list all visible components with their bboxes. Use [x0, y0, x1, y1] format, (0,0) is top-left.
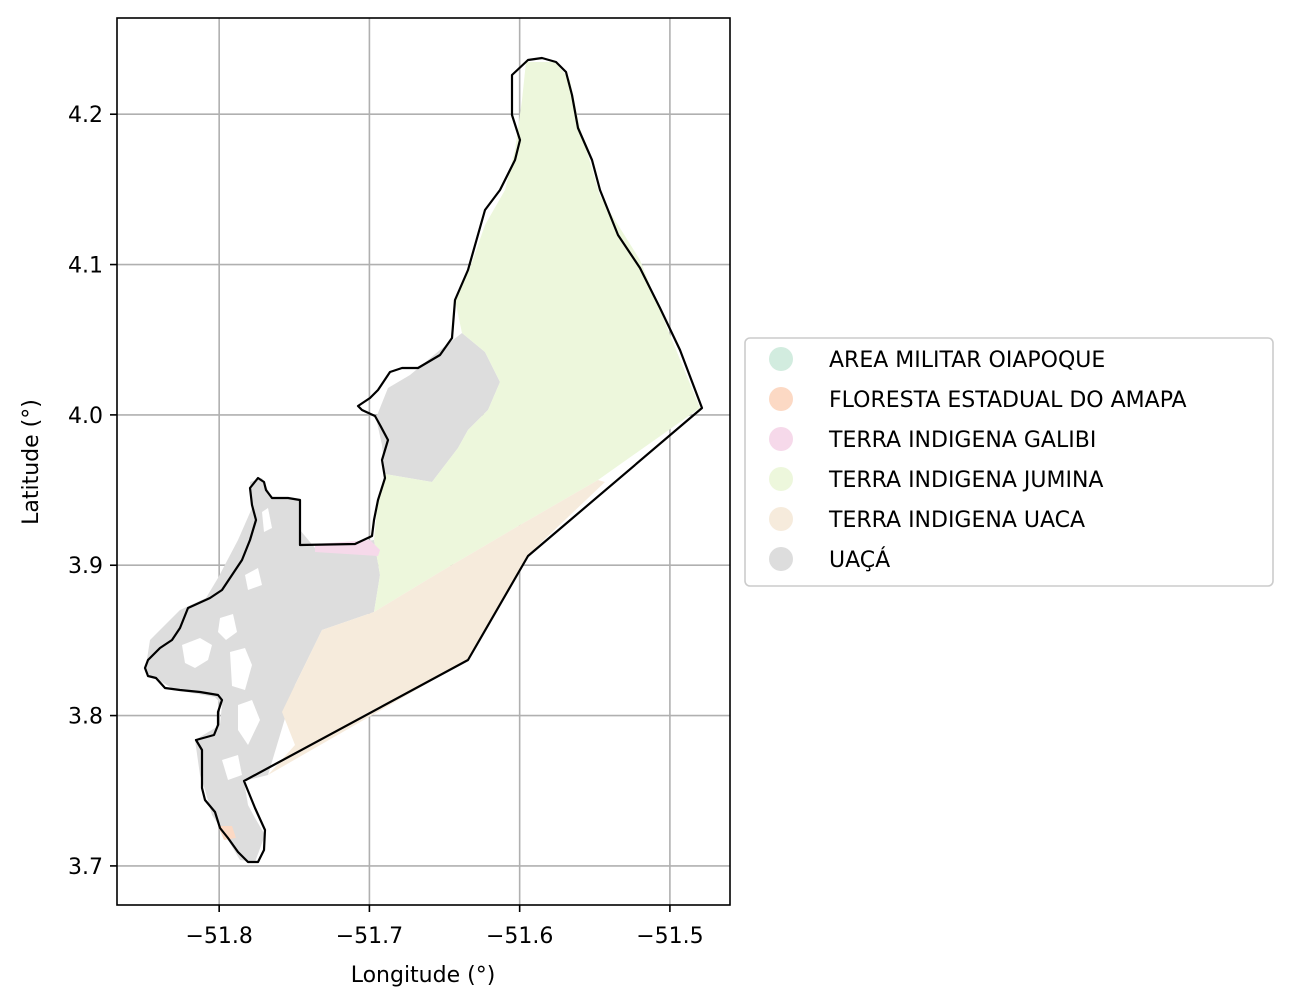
region-terra-indigena-jumina	[374, 62, 700, 612]
y-tick-label: 3.7	[68, 855, 103, 880]
region-terra-indigena-uaca	[268, 480, 605, 775]
gap-shape	[245, 568, 262, 590]
x-axis-label: Longitude (°)	[351, 963, 496, 988]
boundary-outline	[143, 56, 704, 864]
legend-marker	[769, 507, 793, 531]
legend-marker	[769, 387, 793, 411]
x-tick-label: −51.8	[185, 924, 252, 949]
gap-shape	[182, 638, 212, 668]
gap-shape	[238, 700, 260, 745]
y-tick-label: 4.1	[68, 254, 103, 279]
legend-marker	[769, 347, 793, 371]
gap-shape	[230, 648, 252, 690]
region-uaca-municipality	[145, 333, 500, 862]
uaca-gaps	[182, 508, 272, 780]
legend-label: TERRA INDIGENA GALIBI	[828, 428, 1096, 453]
legend-label: TERRA INDIGENA UACA	[828, 508, 1085, 533]
legend-marker	[769, 427, 793, 451]
y-tick-label: 3.8	[68, 705, 103, 730]
x-tick-label: −51.5	[636, 924, 703, 949]
x-axis-ticks: −51.8 −51.7 −51.6 −51.5	[185, 905, 704, 949]
uaca-north-fill	[376, 333, 500, 482]
axes-frame	[116, 17, 731, 906]
x-tick-label: −51.7	[336, 924, 403, 949]
legend-items: AREA MILITAR OIAPOQUE FLORESTA ESTADUAL D…	[769, 347, 1187, 573]
legend-label: TERRA INDIGENA JUMINA	[828, 468, 1103, 493]
y-axis-ticks: 3.7 3.8 3.9 4.0 4.1 4.2	[68, 103, 117, 880]
legend-label: FLORESTA ESTADUAL DO AMAPA	[829, 388, 1187, 413]
legend-marker	[769, 547, 793, 571]
y-tick-label: 4.0	[68, 404, 103, 429]
gap-shape	[262, 508, 272, 532]
y-tick-label: 4.2	[68, 103, 103, 128]
legend-frame	[744, 337, 1274, 587]
legend-marker	[769, 467, 793, 491]
gap-shape	[218, 614, 237, 640]
legend-label: AREA MILITAR OIAPOQUE	[829, 348, 1105, 373]
gap-shape	[222, 755, 242, 780]
legend: AREA MILITAR OIAPOQUE FLORESTA ESTADUAL D…	[744, 337, 1274, 587]
y-axis-label: Latitude (°)	[19, 399, 44, 525]
legend-label: UAÇÁ	[829, 547, 890, 573]
y-tick-label: 3.9	[68, 554, 103, 579]
x-tick-label: −51.6	[486, 924, 553, 949]
uaca-municipality-fill	[145, 478, 380, 862]
